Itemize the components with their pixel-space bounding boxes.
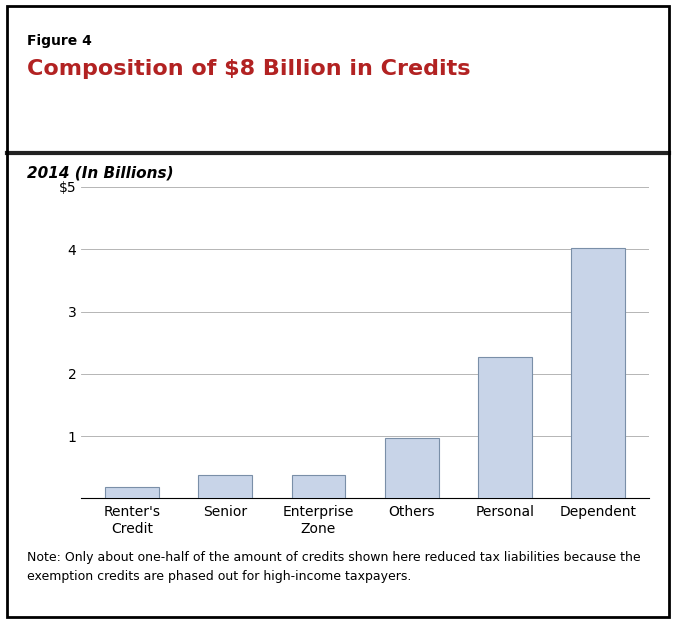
Bar xyxy=(199,475,252,498)
Text: Note: Only about one-half of the amount of credits shown here reduced tax liabil: Note: Only about one-half of the amount … xyxy=(27,551,641,583)
Text: 2014 (In Billions): 2014 (In Billions) xyxy=(27,165,174,180)
Bar xyxy=(105,487,160,498)
Bar xyxy=(385,438,439,498)
Text: Composition of $8 Billion in Credits: Composition of $8 Billion in Credits xyxy=(27,59,470,79)
Text: Figure 4: Figure 4 xyxy=(27,34,92,48)
Bar xyxy=(571,248,625,498)
Bar xyxy=(291,475,345,498)
Bar xyxy=(478,357,531,498)
